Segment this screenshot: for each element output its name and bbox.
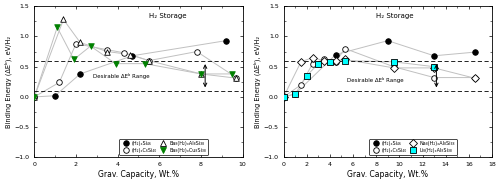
Point: [197, 72, 205, 75]
Text: H₂ Storage: H₂ Storage: [149, 13, 186, 19]
Point: [297, 60, 305, 63]
Point: [291, 92, 299, 95]
Point: [390, 66, 398, 70]
Point: [291, 92, 299, 95]
Text: H₂ Storage: H₂ Storage: [376, 13, 414, 19]
Point: [112, 62, 120, 65]
Point: [126, 53, 134, 56]
Point: [332, 59, 340, 62]
Point: [303, 74, 311, 77]
Point: [76, 41, 84, 44]
Point: [280, 95, 287, 98]
Point: [390, 60, 398, 63]
Point: [297, 83, 305, 86]
Point: [280, 95, 287, 98]
Legend: (H₂)ₓSi₄₆, (H₂)ₓC₆Si₄₀, Ba₈(H₂)ₓAl₈Si₃₈, Ba₈(H₂)ₓCu₈Si₃₈: (H₂)ₓSi₄₆, (H₂)ₓC₆Si₄₀, Ba₈(H₂)ₓAl₈Si₃₈,…: [118, 139, 208, 155]
Point: [430, 65, 438, 68]
Point: [30, 95, 38, 98]
Point: [60, 18, 68, 21]
Point: [341, 58, 349, 61]
Point: [76, 72, 84, 75]
Point: [103, 50, 111, 53]
Point: [145, 59, 153, 62]
Point: [30, 95, 38, 98]
Point: [145, 59, 153, 62]
Point: [103, 48, 111, 51]
X-axis label: Grav. Capacity, Wt.%: Grav. Capacity, Wt.%: [98, 170, 179, 179]
Point: [470, 76, 478, 79]
X-axis label: Grav. Capacity, Wt.%: Grav. Capacity, Wt.%: [348, 170, 428, 179]
Point: [470, 51, 478, 54]
Point: [232, 77, 240, 80]
Point: [430, 66, 438, 70]
Text: Desirable ΔEᵇ Range: Desirable ΔEᵇ Range: [92, 73, 150, 79]
Point: [193, 50, 201, 53]
Point: [197, 72, 205, 75]
Y-axis label: Binding Energy (ΔEᵇ), eV/H₂: Binding Energy (ΔEᵇ), eV/H₂: [4, 36, 12, 128]
Point: [332, 60, 340, 63]
Legend: (H₂)ₓSi₄₆, (H₂)ₓC₆Si₄₀, Na₈(H₂)ₓAl₈Si₃₈, Li₈(H₂)ₓAl₈Si₃₈: (H₂)ₓSi₄₆, (H₂)ₓC₆Si₄₀, Na₈(H₂)ₓAl₈Si₃₈,…: [368, 139, 457, 155]
Point: [70, 58, 78, 61]
Point: [320, 58, 328, 61]
Point: [30, 95, 38, 98]
Point: [280, 95, 287, 98]
Point: [384, 39, 392, 42]
Point: [341, 47, 349, 50]
Point: [51, 94, 59, 97]
Point: [120, 51, 128, 54]
Point: [72, 42, 80, 45]
Point: [308, 62, 316, 65]
Point: [430, 54, 438, 57]
Point: [314, 62, 322, 65]
Point: [30, 95, 38, 98]
Point: [390, 65, 398, 68]
Point: [86, 45, 94, 48]
Point: [53, 26, 61, 29]
Point: [430, 76, 438, 79]
Point: [128, 54, 136, 57]
Point: [232, 76, 240, 79]
Point: [228, 72, 236, 75]
Text: Desirable ΔEᵇ Range: Desirable ΔEᵇ Range: [348, 77, 404, 83]
Point: [56, 81, 64, 84]
Point: [470, 77, 478, 80]
Y-axis label: Binding Energy (ΔEᵇ), eV/H₂: Binding Energy (ΔEᵇ), eV/H₂: [254, 36, 261, 128]
Point: [308, 56, 316, 59]
Point: [280, 95, 287, 98]
Point: [332, 53, 340, 56]
Point: [341, 59, 349, 62]
Point: [140, 62, 148, 65]
Point: [326, 60, 334, 63]
Point: [222, 39, 230, 42]
Point: [320, 59, 328, 62]
